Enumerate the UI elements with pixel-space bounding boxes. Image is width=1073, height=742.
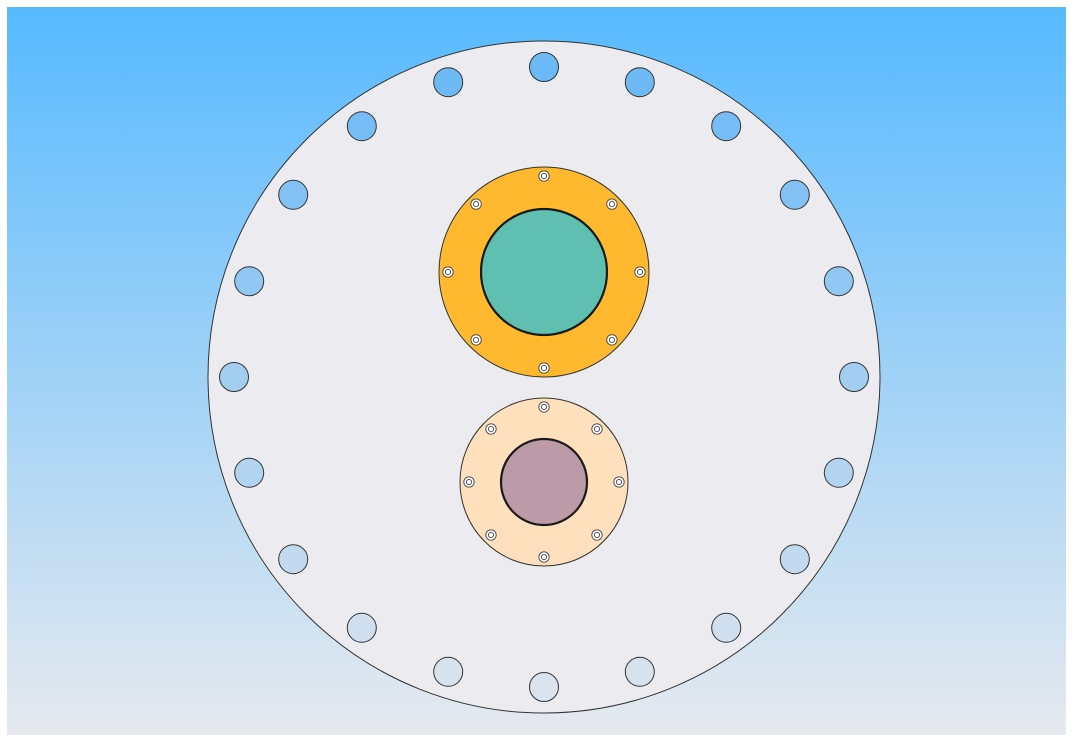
bolt-hole-icon (278, 544, 309, 575)
nozzle-bore[interactable] (479, 207, 609, 337)
bolt-head-icon (606, 334, 618, 346)
bolt-hole-icon (624, 67, 655, 98)
bolt-hole-icon (711, 111, 742, 142)
bolt-head-icon (538, 551, 550, 563)
bolt-head-icon (538, 170, 550, 182)
bolt-shank-icon (593, 531, 601, 539)
bolt-shank-icon (540, 403, 548, 411)
bolt-shank-icon (473, 336, 480, 343)
bolt-hole-icon (779, 544, 810, 575)
bolt-shank-icon (636, 268, 644, 276)
bolt-shank-icon (473, 201, 480, 208)
bolt-hole-icon (234, 457, 265, 488)
bolt-head-icon (442, 266, 454, 278)
bolt-shank-icon (593, 425, 601, 433)
bolt-hole-icon (219, 362, 249, 392)
bolt-hole-icon (278, 179, 309, 210)
bolt-head-icon (606, 198, 618, 210)
bolt-head-icon (485, 529, 497, 541)
bolt-head-icon (591, 423, 603, 435)
small-nozzle-flange[interactable] (459, 397, 629, 567)
bolt-head-icon (538, 401, 550, 413)
bolt-head-icon (470, 198, 482, 210)
bolt-shank-icon (540, 553, 548, 561)
bolt-shank-icon (487, 425, 495, 433)
bolt-hole-icon (234, 266, 265, 297)
bolt-shank-icon (608, 201, 615, 208)
bolt-hole-icon (529, 52, 559, 82)
bolt-hole-icon (823, 266, 854, 297)
bolt-hole-icon (433, 67, 464, 98)
bolt-head-icon (463, 476, 475, 488)
bolt-shank-icon (465, 478, 473, 486)
bolt-hole-icon (711, 612, 742, 643)
bolt-shank-icon (487, 531, 495, 539)
bolt-hole-icon (529, 672, 559, 702)
bolt-head-icon (591, 529, 603, 541)
bolt-shank-icon (615, 478, 623, 486)
bolt-hole-icon (779, 179, 810, 210)
bolt-head-icon (485, 423, 497, 435)
bolt-shank-icon (444, 268, 452, 276)
bolt-shank-icon (540, 172, 548, 180)
bolt-head-icon (634, 266, 646, 278)
bolt-shank-icon (608, 336, 615, 343)
bolt-hole-icon (823, 457, 854, 488)
bolt-head-icon (538, 362, 550, 374)
bolt-hole-icon (839, 362, 869, 392)
bolt-hole-icon (346, 612, 377, 643)
bolt-head-icon (470, 334, 482, 346)
nozzle-bore[interactable] (499, 437, 589, 527)
bolt-shank-icon (540, 364, 548, 372)
bolt-hole-icon (624, 656, 655, 687)
bolt-head-icon (613, 476, 625, 488)
bolt-hole-icon (433, 656, 464, 687)
large-nozzle-flange[interactable] (438, 166, 650, 378)
bolt-hole-icon (346, 111, 377, 142)
